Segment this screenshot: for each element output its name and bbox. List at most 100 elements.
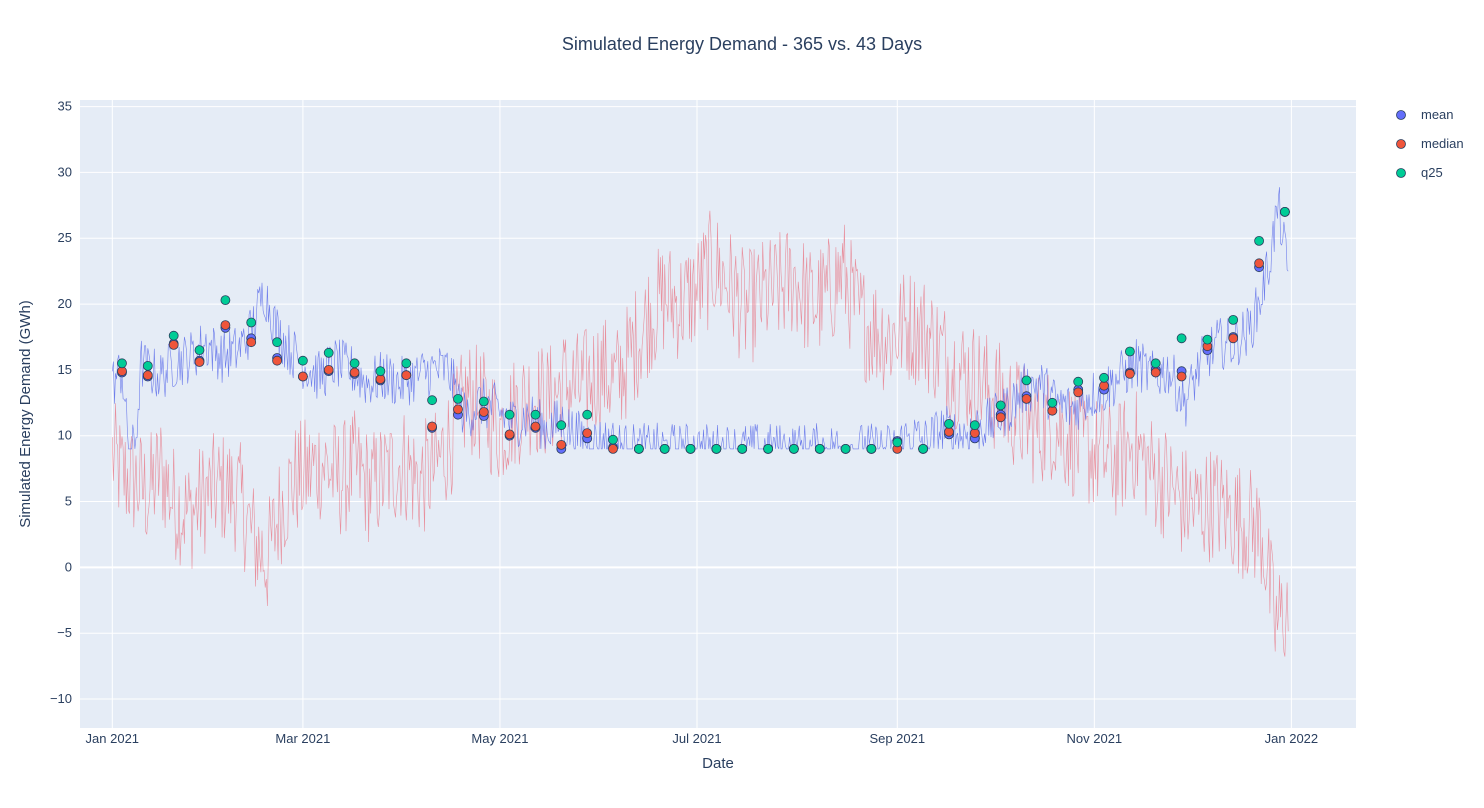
x-axis-ticks: Jan 2021 Mar 2021 May 2021 Jul 2021 Sep 2021… xyxy=(86,731,1319,746)
marker-q25 xyxy=(375,366,386,377)
marker-q25 xyxy=(168,330,179,341)
legend-item-mean[interactable]: mean xyxy=(1396,107,1454,122)
marker-q25 xyxy=(504,409,515,420)
marker-median xyxy=(1254,258,1264,269)
marker-q25 xyxy=(1099,372,1109,383)
legend-label-mean: mean xyxy=(1421,107,1454,122)
marker-q25 xyxy=(789,443,799,454)
marker-median xyxy=(530,421,541,432)
marker-q25 xyxy=(427,395,438,406)
marker-q25 xyxy=(246,317,257,328)
marker-q25 xyxy=(530,409,541,420)
legend-label-q25: q25 xyxy=(1421,165,1443,180)
x-axis-title: Date xyxy=(702,755,734,772)
legend-marker-mean xyxy=(1396,110,1406,120)
y-tick-label: 20 xyxy=(58,296,72,311)
legend-marker-q25 xyxy=(1396,168,1406,178)
plot-area xyxy=(80,100,1356,728)
marker-q25 xyxy=(1125,346,1135,357)
y-tick-label: 30 xyxy=(58,164,72,179)
marker-q25 xyxy=(1176,333,1187,344)
marker-q25 xyxy=(763,443,773,454)
marker-q25 xyxy=(1047,397,1058,408)
marker-q25 xyxy=(1228,314,1239,325)
marker-q25 xyxy=(659,443,670,454)
marker-median xyxy=(1150,367,1161,378)
marker-median xyxy=(1228,333,1239,344)
marker-median xyxy=(142,370,153,381)
marker-q25 xyxy=(918,443,928,454)
marker-median xyxy=(478,407,489,417)
marker-q25 xyxy=(297,355,308,366)
legend-label-median: median xyxy=(1421,136,1464,151)
marker-median xyxy=(168,339,179,350)
data-markers xyxy=(117,206,1290,454)
legend-item-q25[interactable]: q25 xyxy=(1396,165,1443,180)
y-axis-ticks: −10 −5 0 5 10 15 20 25 30 35 xyxy=(50,99,72,706)
y-tick-label: 25 xyxy=(58,230,72,245)
marker-median xyxy=(1073,387,1084,398)
y-axis-title: Simulated Energy Demand (GWh) xyxy=(17,300,34,528)
x-tick-label: Jul 2021 xyxy=(672,731,721,746)
marker-q25 xyxy=(323,347,334,358)
y-tick-label: 5 xyxy=(65,494,72,509)
y-tick-label: 10 xyxy=(58,428,72,443)
legend[interactable]: mean median q25 xyxy=(1396,107,1464,180)
marker-q25 xyxy=(840,443,851,454)
marker-q25 xyxy=(478,396,489,407)
marker-q25 xyxy=(711,443,722,454)
y-tick-label: 0 xyxy=(65,559,72,574)
marker-q25 xyxy=(1150,358,1161,369)
x-tick-label: Nov 2021 xyxy=(1067,731,1123,746)
marker-median xyxy=(504,429,515,440)
marker-q25 xyxy=(1073,376,1084,387)
x-tick-label: Sep 2021 xyxy=(869,731,925,746)
marker-median xyxy=(349,367,360,378)
marker-median xyxy=(453,404,463,415)
marker-q25 xyxy=(272,337,283,348)
legend-item-median[interactable]: median xyxy=(1396,136,1464,151)
marker-median xyxy=(1021,393,1032,404)
background-traces xyxy=(112,187,1289,657)
marker-q25 xyxy=(1021,375,1032,386)
marker-q25 xyxy=(142,360,153,371)
marker-median xyxy=(246,337,257,348)
marker-median xyxy=(1176,371,1187,382)
chart-title: Simulated Energy Demand - 365 vs. 43 Day… xyxy=(562,34,922,54)
y-tick-label: 35 xyxy=(58,99,72,114)
grid-lines xyxy=(80,100,1356,728)
x-tick-label: Mar 2021 xyxy=(275,731,330,746)
y-tick-label: −5 xyxy=(57,625,72,640)
marker-median xyxy=(556,439,567,450)
marker-q25 xyxy=(944,418,954,429)
x-tick-label: Jan 2022 xyxy=(1265,731,1319,746)
marker-q25 xyxy=(220,295,231,306)
marker-q25 xyxy=(737,443,748,454)
y-tick-label: 15 xyxy=(58,362,72,377)
marker-q25 xyxy=(582,409,593,420)
marker-q25 xyxy=(349,358,360,369)
marker-q25 xyxy=(892,437,903,448)
marker-q25 xyxy=(634,443,644,454)
trace-line-blue xyxy=(112,187,1289,450)
marker-q25 xyxy=(814,443,825,454)
marker-median xyxy=(323,364,334,375)
marker-median xyxy=(220,320,231,331)
marker-q25 xyxy=(1202,334,1213,345)
marker-median xyxy=(1125,368,1135,379)
marker-q25 xyxy=(453,393,463,404)
marker-q25 xyxy=(608,434,618,445)
marker-q25 xyxy=(995,400,1006,411)
marker-q25 xyxy=(1280,206,1290,217)
marker-q25 xyxy=(1254,235,1264,246)
marker-median xyxy=(401,370,412,381)
marker-median xyxy=(608,443,618,454)
marker-q25 xyxy=(556,420,567,431)
marker-q25 xyxy=(969,420,980,431)
marker-median xyxy=(427,421,438,432)
marker-q25 xyxy=(866,443,877,454)
marker-q25 xyxy=(117,358,127,369)
y-tick-label: −10 xyxy=(50,691,72,706)
marker-median xyxy=(297,371,308,382)
